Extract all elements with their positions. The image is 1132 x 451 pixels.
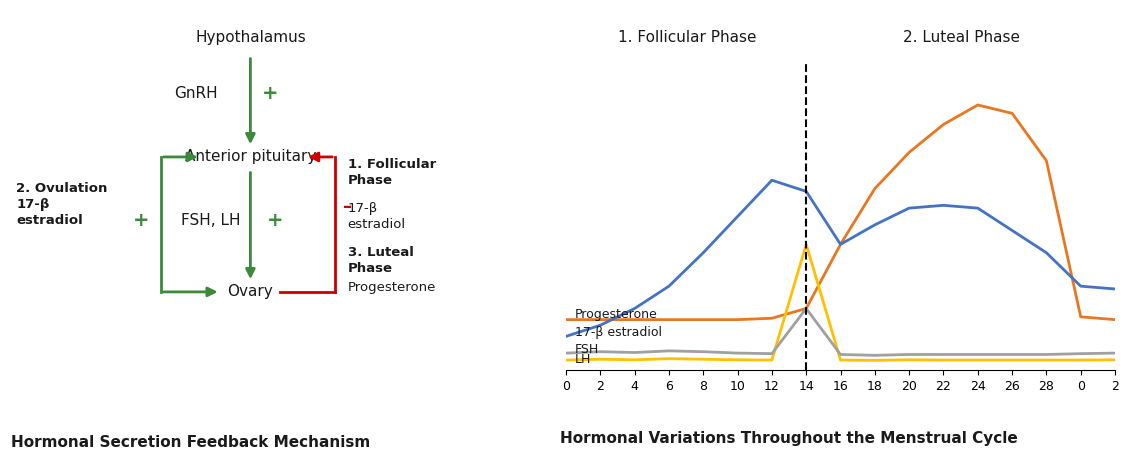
Text: Progesterone: Progesterone — [348, 281, 436, 295]
Text: +: + — [132, 211, 149, 230]
Text: Hormonal Variations Throughout the Menstrual Cycle: Hormonal Variations Throughout the Menst… — [560, 432, 1018, 446]
Text: 1. Follicular Phase: 1. Follicular Phase — [618, 30, 756, 45]
Text: Hormonal Secretion Feedback Mechanism: Hormonal Secretion Feedback Mechanism — [11, 435, 370, 450]
Text: +: + — [263, 84, 278, 103]
Text: GnRH: GnRH — [174, 86, 217, 101]
Text: +: + — [267, 211, 283, 230]
Text: Anterior pituitary: Anterior pituitary — [185, 149, 316, 165]
Text: LH: LH — [575, 353, 591, 366]
Text: FSH: FSH — [575, 343, 599, 356]
Text: FSH, LH: FSH, LH — [181, 213, 240, 228]
Text: 17-β
estradiol: 17-β estradiol — [348, 202, 405, 231]
Text: 1. Follicular
Phase: 1. Follicular Phase — [348, 158, 436, 187]
Text: 3. Luteal
Phase: 3. Luteal Phase — [348, 246, 413, 275]
Text: Progesterone: Progesterone — [575, 308, 658, 321]
Text: Ovary: Ovary — [228, 285, 273, 299]
Text: 2. Luteal Phase: 2. Luteal Phase — [903, 30, 1020, 45]
Text: –: – — [343, 198, 352, 216]
Text: Hypothalamus: Hypothalamus — [195, 30, 306, 46]
Text: 17-β estradiol: 17-β estradiol — [575, 326, 661, 339]
Text: 2. Ovulation
17-β
estradiol: 2. Ovulation 17-β estradiol — [16, 182, 108, 227]
